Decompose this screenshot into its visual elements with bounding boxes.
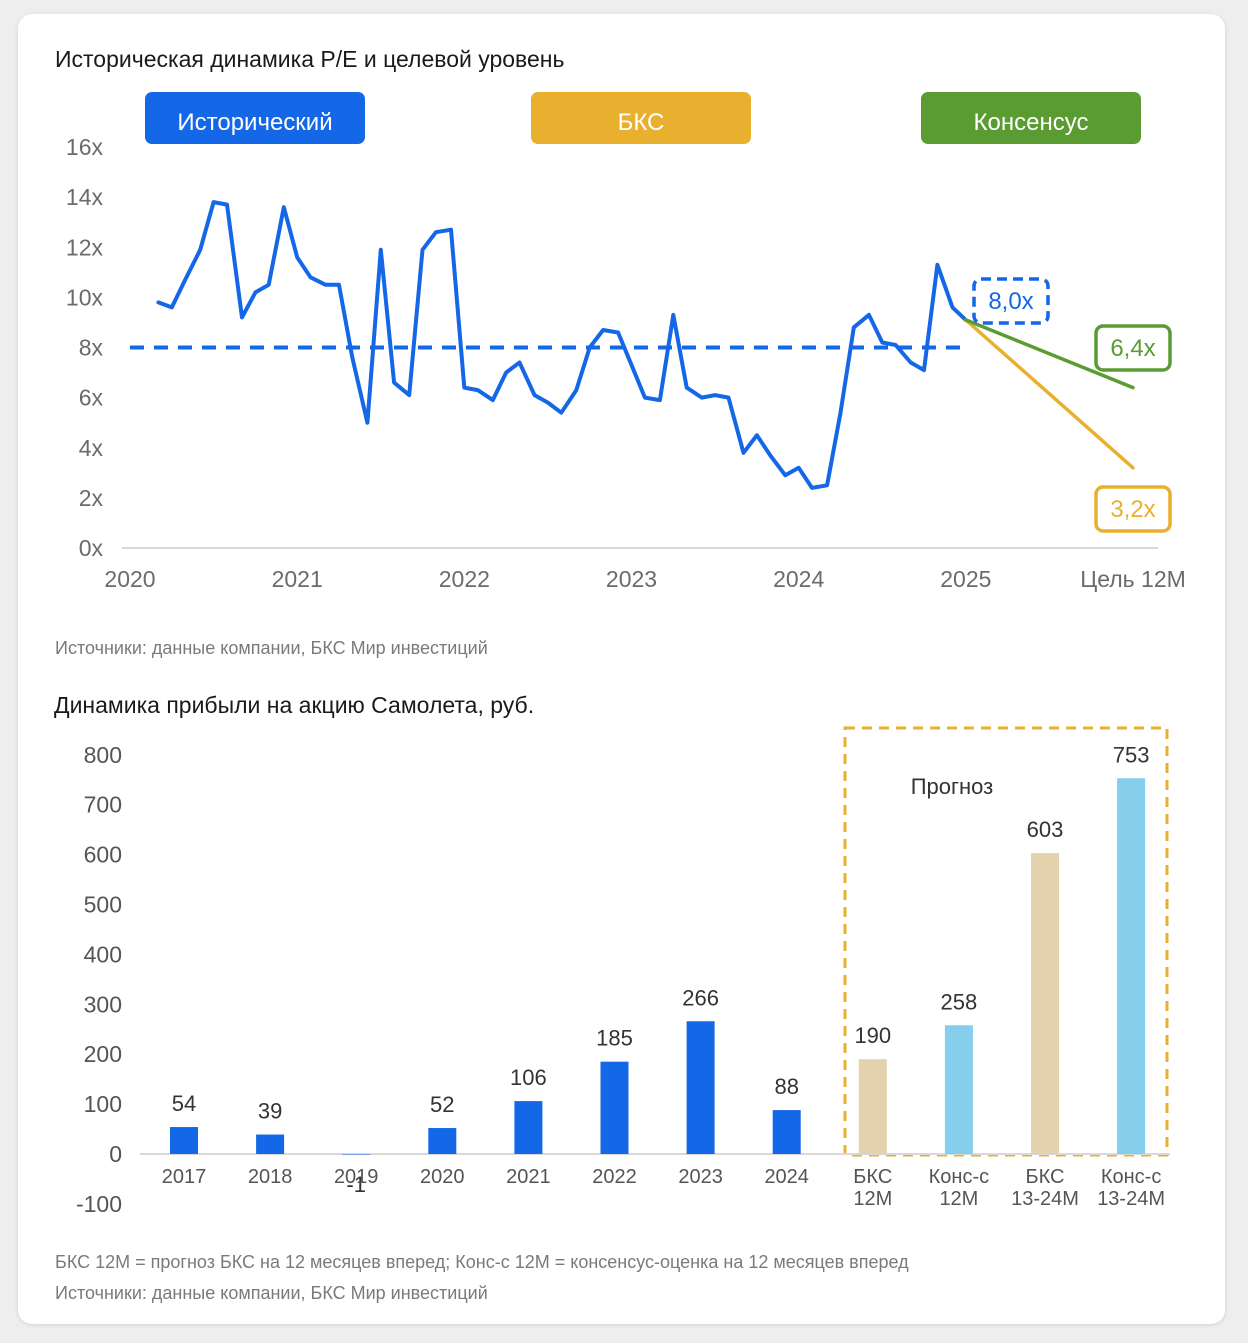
pe-series-line-0	[156, 200, 968, 490]
pe-y-axis: 0x 2x 4x 6x 8x 10x 12x 14x 16x	[66, 134, 104, 561]
eps-bar	[686, 1021, 715, 1154]
pe-y-tick: 2x	[79, 485, 104, 511]
eps-y-tick: 700	[84, 792, 122, 818]
pe-x-tick: 2024	[773, 566, 824, 592]
pe-annotations: 8,0x 6,4x 3,2x	[972, 277, 1172, 533]
eps-bar	[600, 1061, 629, 1154]
pe-y-tick: 0x	[79, 535, 104, 561]
eps-category-label: 2021	[506, 1166, 551, 1188]
pe-chart: Историческая динамика P/E и целевой уров…	[55, 46, 1186, 658]
eps-category-label: БКС 12М	[853, 1166, 892, 1210]
pe-x-tick: 2023	[606, 566, 657, 592]
pe-y-tick: 16x	[66, 134, 104, 160]
eps-category-label: 2018	[248, 1166, 293, 1188]
eps-bar	[428, 1128, 457, 1154]
pe-x-tick: 2025	[940, 566, 991, 592]
eps-bar-label: 106	[510, 1065, 547, 1090]
eps-bar	[1117, 778, 1146, 1154]
eps-chart-source: Источники: данные компании, БКС Мир инве…	[55, 1283, 488, 1303]
pe-y-tick: 14x	[66, 184, 104, 210]
pe-series	[130, 200, 1135, 490]
eps-bar	[342, 1154, 371, 1155]
annotation-consensus-box	[1094, 324, 1172, 372]
pe-y-tick: 8x	[79, 335, 104, 361]
eps-category-label: Конс-с 12М	[929, 1166, 989, 1210]
legend-consensus-label: Консенсус	[974, 109, 1089, 136]
eps-category-label: 2017	[162, 1166, 207, 1188]
legend-bcs-label: БКС	[618, 109, 665, 136]
eps-category-label: 2024	[764, 1166, 809, 1188]
eps-chart-title: Динамика прибыли на акцию Самолета, руб.	[54, 692, 534, 718]
legend-historical: Исторический	[145, 92, 365, 144]
annotation-bcs-box	[1094, 485, 1172, 533]
pe-x-tick: 2022	[439, 566, 490, 592]
eps-category-label: Конс-с 13-24М	[1097, 1166, 1165, 1210]
eps-y-tick: -100	[76, 1191, 122, 1217]
legend-consensus: Консенсус	[921, 92, 1141, 144]
eps-y-tick: 200	[84, 1041, 122, 1067]
eps-bar	[1031, 853, 1059, 1154]
eps-bar-label: 190	[854, 1023, 891, 1048]
eps-y-tick: 300	[84, 991, 122, 1017]
eps-bar-label: 185	[596, 1026, 633, 1051]
eps-y-tick: 400	[84, 941, 122, 967]
pe-x-tick: 2021	[272, 566, 323, 592]
annotation-historical-box	[972, 277, 1050, 325]
annotation-consensus-label: 6,4x	[1110, 335, 1155, 362]
annotation-historical-label: 8,0x	[988, 288, 1033, 315]
forecast-label: Прогноз	[911, 774, 994, 799]
eps-y-tick: 800	[84, 742, 122, 768]
pe-series-line-3	[964, 318, 1135, 390]
legend-bcs: БКС	[531, 92, 751, 144]
eps-bar-label: 753	[1113, 742, 1150, 767]
eps-bar	[256, 1134, 285, 1154]
eps-bar	[170, 1127, 198, 1154]
pe-series-line-2	[964, 318, 1135, 470]
legend-historical-label: Исторический	[177, 109, 332, 136]
eps-bar-label: 52	[430, 1092, 454, 1117]
eps-category-label: БКС 13-24М	[1011, 1166, 1079, 1210]
eps-y-tick: 500	[84, 892, 122, 918]
eps-chart-footnote: БКС 12М = прогноз БКС на 12 месяцев впер…	[55, 1252, 909, 1272]
eps-bar	[772, 1110, 801, 1154]
eps-category-label: 2023	[678, 1166, 723, 1188]
legend-bcs-pill	[531, 92, 751, 144]
pe-y-tick: 4x	[79, 435, 104, 461]
legend-consensus-pill	[921, 92, 1141, 144]
eps-bar	[858, 1059, 887, 1154]
annotation-bcs-label: 3,2x	[1110, 496, 1155, 523]
eps-chart: Динамика прибыли на акцию Самолета, руб.…	[54, 692, 1170, 1303]
eps-bar-label: 258	[941, 989, 978, 1014]
eps-bar-label: 39	[258, 1099, 282, 1124]
eps-y-axis: 800 700 600 500 400 300 200 100 0 -100	[76, 742, 122, 1217]
eps-bar-label: 88	[774, 1074, 798, 1099]
eps-category-label: 2020	[420, 1166, 465, 1188]
legend-historical-pill	[145, 92, 365, 144]
eps-y-tick: 0	[109, 1141, 122, 1167]
pe-x-axis: 2020 2021 2022 2023 2024 2025 Цель 12М	[104, 566, 1185, 592]
eps-category-label: 2022	[592, 1166, 637, 1188]
eps-bar-label: 603	[1027, 817, 1064, 842]
pe-chart-title: Историческая динамика P/E и целевой уров…	[55, 46, 565, 72]
eps-y-tick: 100	[84, 1091, 122, 1117]
eps-bar-label: -1	[346, 1172, 366, 1197]
eps-bar	[514, 1101, 543, 1154]
eps-y-tick: 600	[84, 842, 122, 868]
pe-x-tick: Цель 12М	[1080, 566, 1186, 592]
eps-category-label: 2019	[334, 1166, 379, 1188]
eps-bar	[944, 1025, 973, 1154]
eps-bar-label: 54	[172, 1091, 196, 1116]
pe-x-tick: 2020	[104, 566, 155, 592]
pe-y-tick: 10x	[66, 284, 104, 310]
eps-bar-label: 266	[682, 985, 719, 1010]
pe-y-tick: 12x	[66, 234, 104, 260]
pe-y-tick: 6x	[79, 385, 104, 411]
pe-chart-source: Источники: данные компании, БКС Мир инве…	[55, 638, 488, 658]
